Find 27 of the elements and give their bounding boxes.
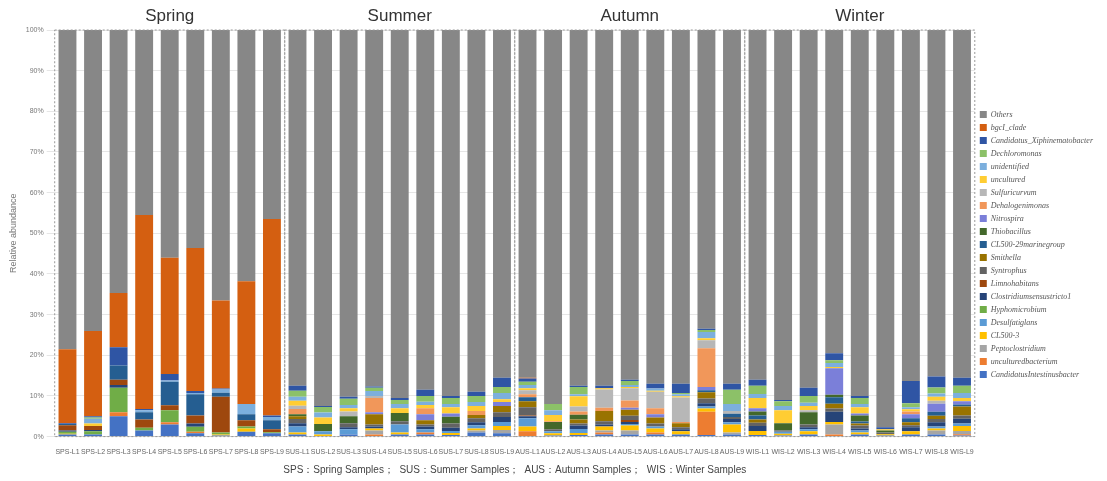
legend-label: Limnohabitans <box>989 278 1039 288</box>
legend-label: Others <box>990 109 1013 119</box>
legend-label: Dehalogenimonas <box>989 200 1049 210</box>
legend-label: Clostridiumsensustricto1 <box>990 291 1072 301</box>
text: Spring <box>145 5 195 25</box>
legend-label: unidentified <box>990 161 1030 171</box>
legend-label: unculturedbacterium <box>990 356 1058 366</box>
legend-label: CandidatusIntestinusbacter <box>990 369 1081 379</box>
y-axis-title: Relative abundance <box>7 193 18 274</box>
legend-label: Syntrophus <box>990 265 1027 275</box>
text: SPS：Spring Samples； SUS：Summer Samples； AUS：Autumn Samples； WIS：Winter Samples <box>283 463 747 475</box>
legend-label: CL500-29marinegroup <box>990 239 1065 249</box>
legend-label: Candidatus_Xiphinematobacter <box>990 135 1094 145</box>
text: Summer <box>367 5 433 25</box>
legend-label: Sulfuricurvum <box>990 187 1037 197</box>
text: Autumn <box>600 5 660 25</box>
legend-label: Thiobacillus <box>990 226 1031 236</box>
legend-label: uncultured <box>990 174 1027 184</box>
legend-label: Dechloromonas <box>989 148 1042 158</box>
legend-label: CL500-3 <box>990 330 1020 340</box>
legend-label: Hyphomicrobium <box>989 304 1047 314</box>
legend-label: bgcI_clade <box>990 122 1027 132</box>
text: Winter <box>835 5 885 25</box>
legend-label: Nitrospira <box>989 213 1024 223</box>
legend-label: Peptoclostridium <box>989 343 1047 353</box>
legend-label: Desulfatiglans <box>989 317 1038 327</box>
legend-label: Smithella <box>990 252 1021 262</box>
